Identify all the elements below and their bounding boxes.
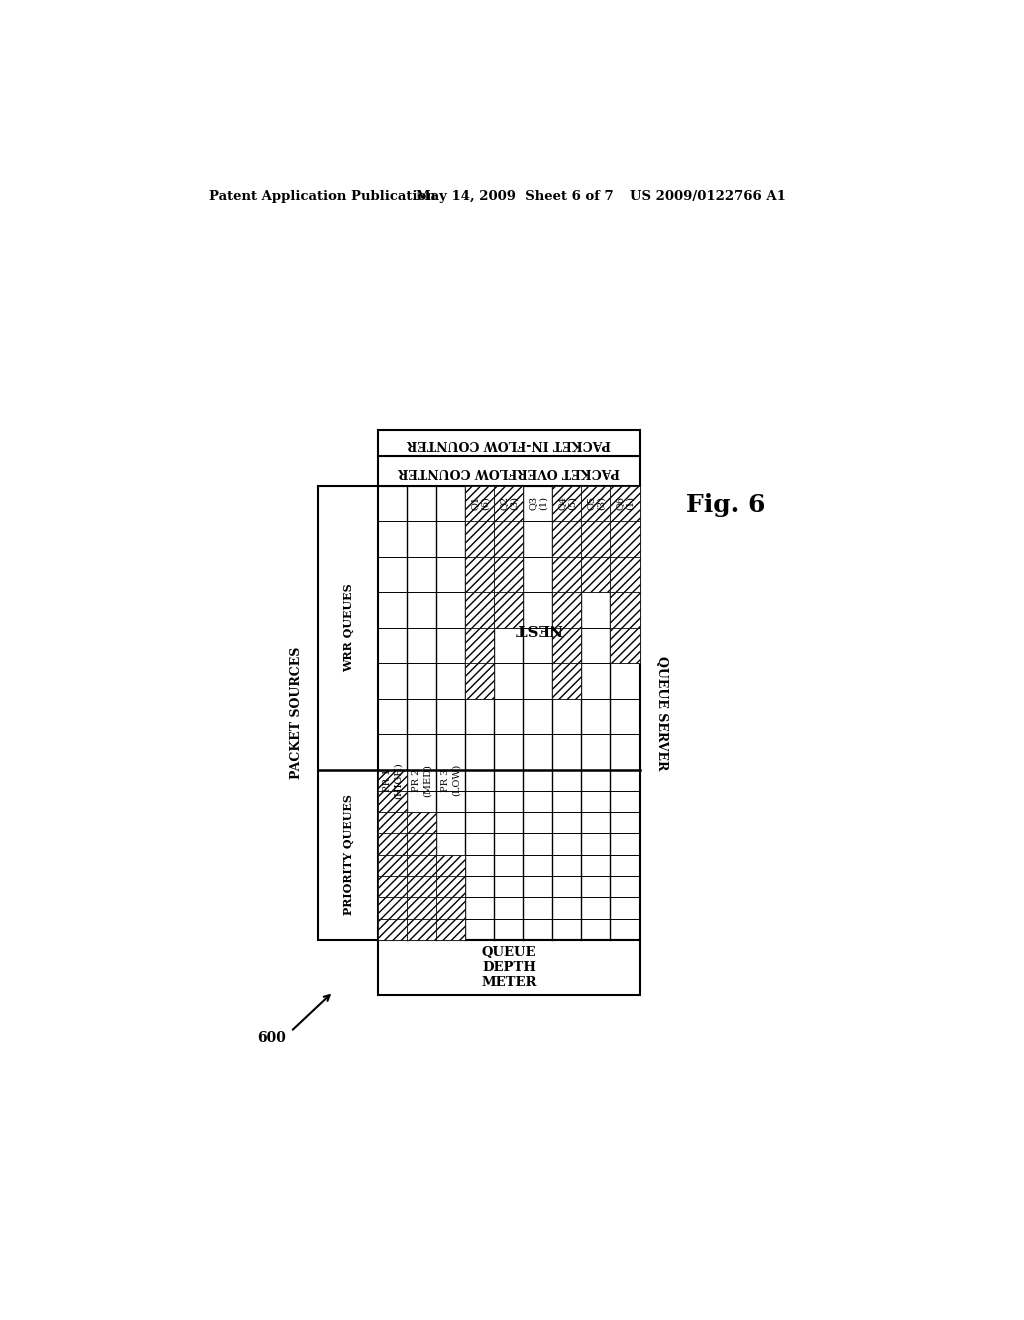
Text: 600: 600 [257,1031,286,1044]
Bar [378,430,640,457]
Text: Fig. 6: Fig. 6 [686,492,765,517]
Bar [378,812,408,833]
Text: US 2009/0122766 A1: US 2009/0122766 A1 [630,190,786,203]
Bar [552,663,582,698]
Bar [552,486,582,521]
Text: PACKET OVERFLOW COUNTER: PACKET OVERFLOW COUNTER [398,465,620,478]
Text: PR 2
(MED): PR 2 (MED) [412,764,431,797]
Bar [408,812,436,833]
Bar [378,791,408,812]
Text: Q6
(1): Q6 (1) [615,496,635,511]
Bar [408,855,436,876]
Bar [552,593,582,627]
Bar [582,521,610,557]
Bar [465,663,495,698]
Bar [495,521,523,557]
Bar [610,593,640,627]
Bar [378,876,408,898]
Text: Patent Application Publication: Patent Application Publication [209,190,436,203]
Bar [465,486,495,521]
Bar [465,557,495,593]
Text: PR 1
(HIGH): PR 1 (HIGH) [383,762,402,799]
Text: QUEUE SERVER: QUEUE SERVER [654,656,668,770]
Bar [436,919,465,940]
Bar [495,593,523,627]
Bar [552,627,582,663]
Bar [610,627,640,663]
Bar [408,919,436,940]
Text: Q2
(3): Q2 (3) [500,496,518,511]
Bar [408,898,436,919]
Bar [436,876,465,898]
Bar [610,521,640,557]
Text: Q3
(1): Q3 (1) [528,496,548,511]
Text: QUEUE
DEPTH
METER: QUEUE DEPTH METER [481,946,537,989]
Text: PR 3
(LOW): PR 3 (LOW) [441,764,461,796]
Bar [610,557,640,593]
Bar [495,486,523,521]
Bar [582,557,610,593]
Bar [610,486,640,521]
Bar [582,486,610,521]
Bar [552,521,582,557]
Text: WRR QUEUES: WRR QUEUES [343,583,353,672]
Text: PACKET IN-FLOW COUNTER: PACKET IN-FLOW COUNTER [407,437,611,450]
Text: Q4
(5): Q4 (5) [557,496,577,511]
Bar [552,557,582,593]
Text: Q1
(6): Q1 (6) [470,496,489,511]
Bar [378,457,640,486]
Bar [317,486,640,940]
Text: NEST: NEST [514,620,562,635]
Text: PACKET SOURCES: PACKET SOURCES [290,647,303,779]
Bar [436,898,465,919]
Bar [408,833,436,855]
Bar [436,855,465,876]
Text: PRIORITY QUEUES: PRIORITY QUEUES [343,795,353,915]
Text: Q5
(3): Q5 (3) [587,496,605,511]
Text: May 14, 2009  Sheet 6 of 7: May 14, 2009 Sheet 6 of 7 [417,190,614,203]
Bar [465,521,495,557]
Bar [408,876,436,898]
Bar [378,919,408,940]
Bar [495,557,523,593]
Bar [378,898,408,919]
Bar [378,833,408,855]
Bar [378,855,408,876]
Bar [378,770,408,791]
Bar [465,593,495,627]
Bar [465,627,495,663]
Bar [378,940,640,995]
